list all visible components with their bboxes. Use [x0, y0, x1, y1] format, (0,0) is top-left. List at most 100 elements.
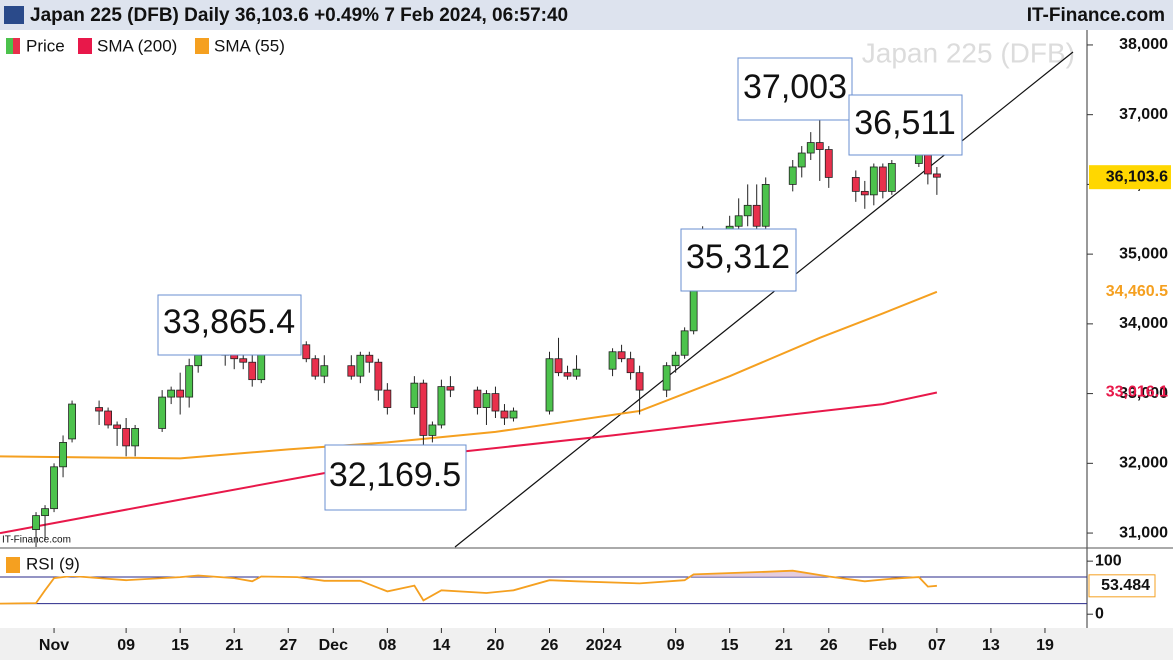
x-tick-label: 26	[820, 637, 838, 654]
candle-body	[878, 166, 887, 192]
candle-body	[635, 372, 644, 391]
candle-body	[320, 365, 329, 377]
candle-body	[617, 351, 626, 360]
candle-body	[572, 368, 581, 377]
x-tick-label: 09	[117, 637, 135, 654]
candle-body	[95, 407, 103, 412]
candle-body	[104, 410, 112, 426]
rsi-last-label: 53.484	[1101, 577, 1150, 594]
annotation: 36,511	[854, 104, 955, 142]
annotation-box	[848, 94, 963, 156]
candle-body	[797, 152, 806, 168]
candle-body	[932, 173, 941, 178]
legend-label: Price	[26, 36, 65, 55]
rsi-line	[0, 569, 937, 605]
candle-body	[545, 358, 554, 412]
candle-body	[347, 365, 356, 377]
candle-body	[419, 382, 428, 436]
candle-body	[860, 190, 869, 196]
watermark: Japan 225 (DFB)	[862, 37, 1075, 68]
legend-label: SMA (55)	[214, 36, 285, 55]
candle-body	[365, 354, 374, 363]
x-tick-label: 07	[928, 637, 946, 654]
candle-body	[167, 389, 176, 398]
candle-body	[806, 142, 815, 154]
candle-body	[176, 389, 185, 398]
legend-swatch	[13, 38, 20, 54]
x-tick-label: 21	[775, 637, 793, 654]
candle-body	[671, 354, 680, 367]
y-tick-label: 38,000	[1119, 36, 1168, 53]
annotation: 32,169.5	[329, 456, 461, 494]
candle-body	[680, 330, 689, 356]
candle-body	[761, 184, 770, 227]
y-tick-label: 32,000	[1119, 455, 1168, 472]
x-tick-label: 13	[982, 637, 1000, 654]
candle-body	[752, 204, 761, 227]
x-tick-label: 19	[1036, 637, 1054, 654]
x-tick-label: 08	[378, 637, 396, 654]
x-tick-label: Nov	[39, 637, 69, 654]
annotation: 33,865.4	[163, 303, 295, 341]
x-tick-label: 15	[721, 637, 739, 654]
last-price-label: 36,103.6	[1106, 168, 1168, 185]
rsi-swatch	[6, 557, 20, 573]
candle-body	[815, 142, 824, 150]
rsi-tick-label: 100	[1095, 552, 1122, 569]
x-tick-label: 26	[541, 637, 559, 654]
x-tick-label: 15	[171, 637, 189, 654]
candle-body	[374, 361, 383, 391]
y-tick-label: 35,000	[1119, 245, 1168, 262]
candle-body	[743, 204, 752, 217]
x-tick-label: 27	[279, 637, 297, 654]
candle-body	[194, 354, 203, 367]
candle-body	[869, 166, 878, 196]
legend: Price SMA (200) SMA (55)	[0, 32, 300, 60]
candle-body	[383, 389, 392, 408]
candle-body	[851, 177, 860, 192]
rsi-legend: RSI (9)	[26, 554, 80, 573]
logo	[4, 6, 24, 24]
candle-body	[554, 358, 563, 374]
candle-body	[302, 344, 311, 360]
legend-swatch	[195, 38, 209, 54]
annotation-box	[737, 57, 853, 121]
candle-body	[788, 166, 797, 185]
annotation-box	[157, 294, 302, 356]
candle-body	[356, 354, 365, 377]
candle-body	[248, 361, 257, 381]
candle-body	[734, 215, 743, 227]
sma-line	[0, 391, 938, 535]
candle-body	[446, 386, 455, 391]
candle-body	[500, 410, 509, 419]
source: IT-Finance.com	[1027, 5, 1165, 26]
sma-last-label: 33,016.1	[1106, 384, 1168, 401]
sma-line	[0, 290, 938, 460]
candle-body	[662, 365, 671, 391]
y-tick-label: 33,000	[1119, 385, 1168, 402]
candle-body	[428, 424, 437, 436]
last-price-box	[1089, 165, 1171, 190]
candle-body	[563, 372, 572, 377]
candle-body	[491, 393, 500, 412]
x-tick-label: 14	[433, 637, 451, 654]
candle-body	[824, 149, 833, 178]
x-tick-label: 20	[487, 637, 505, 654]
candle-body	[626, 358, 635, 374]
candle-body	[239, 358, 248, 363]
annotation-box	[680, 228, 797, 292]
x-tick-label: 21	[225, 637, 243, 654]
x-tick-label: Feb	[869, 637, 898, 654]
rsi-legend-bg	[2, 554, 94, 576]
candle-body	[59, 442, 67, 468]
x-tick-label: 09	[667, 637, 685, 654]
candle-body	[410, 382, 419, 408]
candle-body	[50, 466, 58, 510]
candle-body	[41, 508, 49, 517]
legend-label: SMA (200)	[97, 36, 177, 55]
candle-body	[311, 358, 320, 377]
annotation: 35,312	[686, 238, 790, 276]
rsi-tick-label: 0	[1095, 605, 1104, 622]
candle-body	[887, 163, 896, 192]
